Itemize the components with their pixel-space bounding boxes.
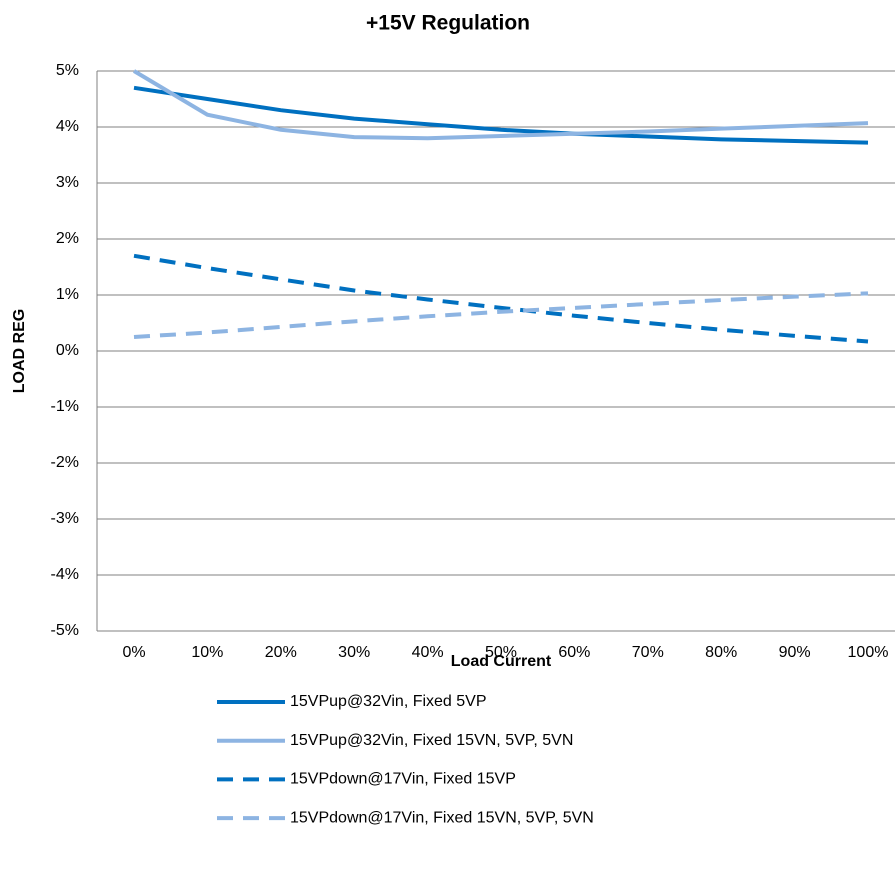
x-tick-label: 0% xyxy=(122,644,145,661)
legend-label: 15VPup@32Vin, Fixed 15VN, 5VP, 5VN xyxy=(290,732,573,749)
series-line xyxy=(133,253,869,344)
y-tick-label: -5% xyxy=(51,622,79,639)
y-tick-label: 4% xyxy=(56,118,79,135)
x-tick-label: 10% xyxy=(191,644,223,661)
x-tick-label: 50% xyxy=(485,644,517,661)
legend-label: 15VPdown@17Vin, Fixed 15VP xyxy=(290,771,516,788)
y-tick-label: -1% xyxy=(51,398,79,415)
x-axis-label: Load Current xyxy=(451,653,552,670)
x-tick-label: 20% xyxy=(265,644,297,661)
y-tick-label: 0% xyxy=(56,342,79,359)
chart-title: +15V Regulation xyxy=(366,12,530,35)
y-tick-label: 1% xyxy=(56,286,79,303)
y-tick-label: -3% xyxy=(51,510,79,527)
x-tick-label: 80% xyxy=(705,644,737,661)
x-tick-label: 100% xyxy=(848,644,889,661)
series-line xyxy=(133,291,869,339)
y-tick-label: -2% xyxy=(51,454,79,471)
x-tick-label: 30% xyxy=(338,644,370,661)
x-tick-label: 60% xyxy=(558,644,590,661)
y-axis-label: LOAD REG xyxy=(11,309,28,393)
y-tick-label: 5% xyxy=(56,62,79,79)
y-tick-label: 2% xyxy=(56,230,79,247)
y-tick-label: 3% xyxy=(56,174,79,191)
series-line xyxy=(132,69,869,141)
series-line xyxy=(133,85,869,145)
x-tick-label: 40% xyxy=(412,644,444,661)
x-tick-label: 90% xyxy=(779,644,811,661)
legend-label: 15VPdown@17Vin, Fixed 15VN, 5VP, 5VN xyxy=(290,809,594,826)
x-tick-label: 70% xyxy=(632,644,664,661)
y-tick-label: -4% xyxy=(51,566,79,583)
legend-label: 15VPup@32Vin, Fixed 5VP xyxy=(290,693,487,710)
